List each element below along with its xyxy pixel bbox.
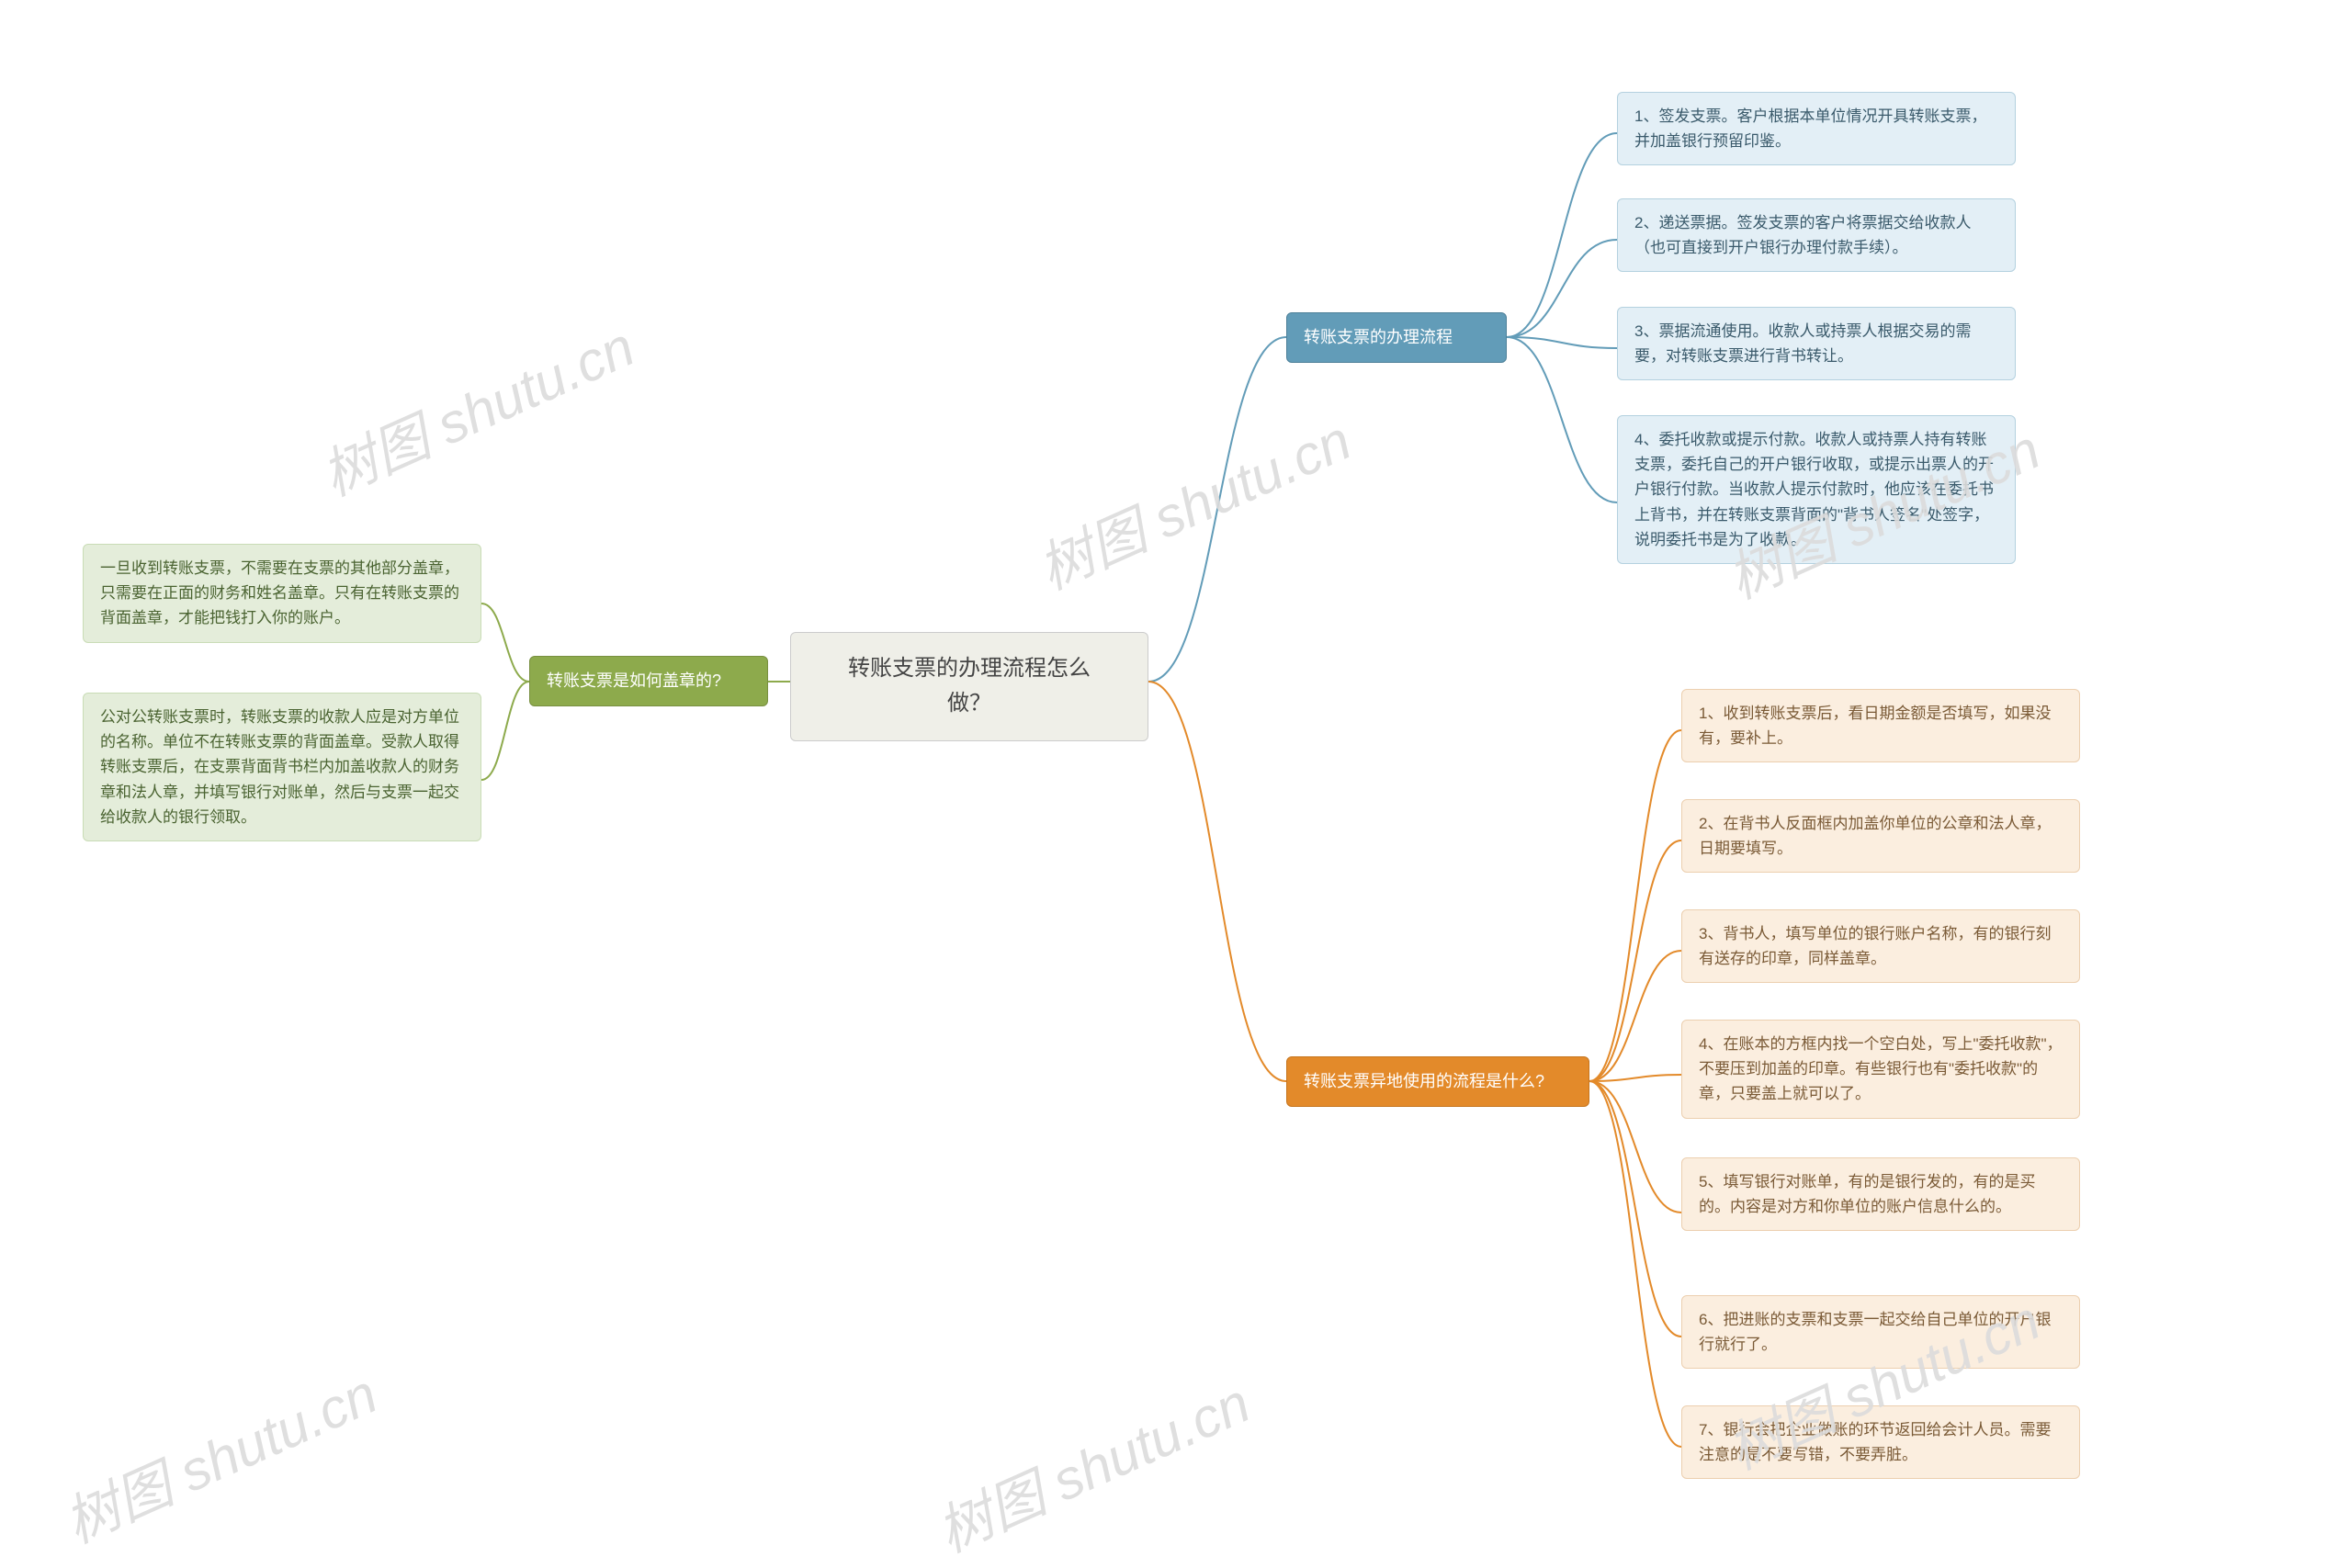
blue-leaf-1[interactable]: 1、签发支票。客户根据本单位情况开具转账支票，并加盖银行预留印鉴。 <box>1617 92 2016 165</box>
watermark: 树图 shutu.cn <box>923 1359 1261 1568</box>
orange-leaf-4[interactable]: 4、在账本的方框内找一个空白处，写上"委托收款"，不要压到加盖的印章。有些银行也… <box>1681 1020 2080 1119</box>
root-title-line2: 做？ <box>809 686 1129 721</box>
orange-leaf-7[interactable]: 7、银行会把企业做账的环节返回给会计人员。需要注意的是不要写错，不要弄脏。 <box>1681 1405 2080 1479</box>
orange-leaf-6[interactable]: 6、把进账的支票和支票一起交给自己单位的开户银行就行了。 <box>1681 1295 2080 1369</box>
watermark: 树图 shutu.cn <box>308 303 645 512</box>
orange-leaf-2[interactable]: 2、在背书人反面框内加盖你单位的公章和法人章，日期要填写。 <box>1681 799 2080 873</box>
blue-leaf-3[interactable]: 3、票据流通使用。收款人或持票人根据交易的需要，对转账支票进行背书转让。 <box>1617 307 2016 380</box>
branch-green-header[interactable]: 转账支票是如何盖章的? <box>529 656 768 706</box>
branch-blue-header[interactable]: 转账支票的办理流程 <box>1286 312 1507 363</box>
green-leaf-2[interactable]: 公对公转账支票时，转账支票的收款人应是对方单位的名称。单位不在转账支票的背面盖章… <box>83 693 481 841</box>
blue-leaf-4[interactable]: 4、委托收款或提示付款。收款人或持票人持有转账支票，委托自己的开户银行收取，或提… <box>1617 415 2016 564</box>
blue-leaf-2[interactable]: 2、递送票据。签发支票的客户将票据交给收款人（也可直接到开户银行办理付款手续）。 <box>1617 198 2016 272</box>
root-node[interactable]: 转账支票的办理流程怎么 做？ <box>790 632 1148 741</box>
branch-orange-header[interactable]: 转账支票异地使用的流程是什么? <box>1286 1056 1589 1107</box>
orange-leaf-5[interactable]: 5、填写银行对账单，有的是银行发的，有的是买的。内容是对方和你单位的账户信息什么… <box>1681 1157 2080 1231</box>
watermark: 树图 shutu.cn <box>1024 397 1362 605</box>
green-leaf-1[interactable]: 一旦收到转账支票，不需要在支票的其他部分盖章，只需要在正面的财务和姓名盖章。只有… <box>83 544 481 643</box>
orange-leaf-1[interactable]: 1、收到转账支票后，看日期金额是否填写，如果没有，要补上。 <box>1681 689 2080 762</box>
orange-leaf-3[interactable]: 3、背书人，填写单位的银行账户名称，有的银行刻有送存的印章，同样盖章。 <box>1681 909 2080 983</box>
watermark: 树图 shutu.cn <box>51 1350 388 1559</box>
root-title-line1: 转账支票的办理流程怎么 <box>809 651 1129 686</box>
